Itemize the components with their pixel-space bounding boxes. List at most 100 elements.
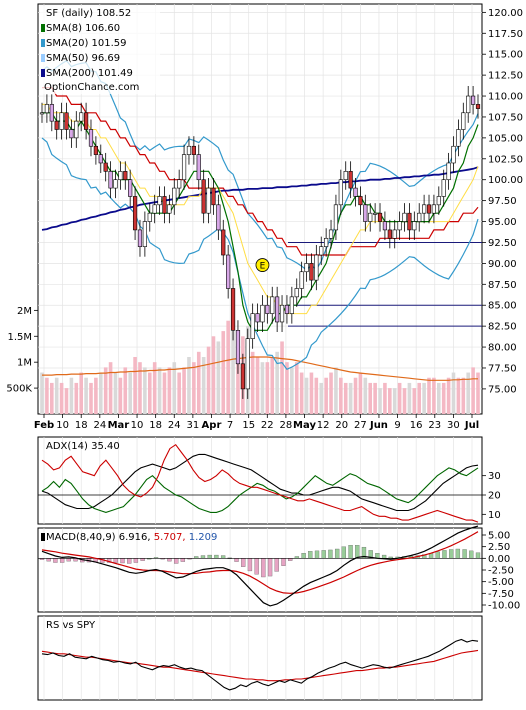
price-candle: [392, 229, 397, 239]
price-tick-label: 85.00: [488, 301, 517, 312]
macd-histogram-bar: [53, 558, 58, 563]
price-candle: [69, 129, 74, 139]
price-candle: [417, 212, 422, 222]
volume-bar: [108, 362, 113, 414]
volume-bar: [123, 367, 128, 414]
rs-panel-frame: [37, 615, 483, 701]
price-candle: [196, 154, 201, 181]
macd-histogram-bar: [475, 552, 481, 559]
legend-swatch: [41, 54, 45, 62]
volume-bar: [456, 377, 461, 414]
volume-bar: [304, 377, 309, 414]
price-tick-label: 115.00: [488, 50, 523, 61]
macd-histogram-bar: [348, 545, 353, 559]
macd-histogram-bar: [140, 558, 145, 561]
price-tick-label: 95.00: [488, 217, 517, 228]
volume-bar: [79, 372, 83, 414]
x-tick-label: 10: [131, 420, 144, 431]
x-tick-label: 12: [317, 420, 330, 431]
macd-signal-value: 5.707,: [154, 532, 189, 543]
volume-bar: [94, 377, 98, 414]
macd-histogram-bar: [381, 554, 387, 559]
macd-histogram-bar: [241, 558, 246, 567]
price-candle: [343, 171, 348, 181]
price-candle: [88, 129, 94, 147]
volume-bar: [368, 382, 373, 414]
price-candle: [44, 104, 49, 114]
volume-bar: [152, 362, 157, 414]
x-tick-label: Jul: [464, 420, 479, 431]
x-tick-label: 28: [280, 420, 293, 431]
x-tick-label: 20: [335, 420, 348, 431]
price-candle: [441, 179, 446, 197]
macd-histogram-bar: [341, 546, 346, 559]
macd-histogram-bar: [234, 558, 239, 562]
volume-bar: [187, 357, 191, 414]
price-candle: [387, 229, 392, 239]
x-tick-label: Mar: [108, 420, 130, 431]
legend-swatch: [41, 24, 45, 32]
price-candle: [49, 104, 54, 122]
x-tick-label: 15: [242, 420, 255, 431]
macd-histogram-bar: [180, 558, 186, 562]
x-tick-label: 16: [410, 420, 423, 431]
adx-series-line: [41, 453, 479, 512]
price-candle: [368, 212, 373, 222]
volume-bar: [388, 388, 392, 414]
adx-tick-label: 20: [488, 491, 501, 502]
adx-series-line: [41, 467, 479, 513]
price-candle: [74, 120, 79, 139]
price-candle: [348, 171, 353, 189]
price-candle: [245, 338, 250, 390]
volume-bar: [373, 382, 377, 414]
legend-background: [40, 6, 160, 94]
price-tick-label: 92.50: [488, 238, 517, 249]
rs-series-line: [41, 638, 479, 691]
price-candle: [338, 179, 343, 206]
price-candle: [324, 237, 329, 247]
macd-tick-label: -10.00: [488, 601, 520, 612]
macd-histogram-bar: [288, 558, 293, 561]
macd-histogram-bar: [469, 550, 474, 559]
sma200-line: [41, 166, 479, 231]
volume-bar: [290, 367, 294, 414]
price-candle: [475, 104, 481, 109]
volume-bar: [157, 367, 162, 414]
volume-bar: [451, 372, 456, 414]
volume-bar: [221, 331, 226, 414]
price-candle: [451, 145, 456, 164]
x-tick-label: 10: [56, 420, 69, 431]
price-tick-label: 80.00: [488, 343, 517, 354]
price-candle: [270, 296, 275, 314]
price-candle: [167, 204, 172, 214]
volume-bar: [54, 377, 59, 414]
price-candle: [157, 196, 162, 206]
volume-bar: [59, 382, 64, 414]
earnings-marker-label: E: [260, 262, 266, 272]
price-candle: [446, 162, 451, 181]
volume-bar: [299, 372, 304, 414]
price-candle: [353, 187, 358, 197]
volume-bar: [64, 388, 69, 414]
volume-tick-label: 2M: [17, 306, 32, 317]
price-candle: [177, 179, 182, 189]
macd-histogram-bar: [321, 550, 326, 559]
volume-bar: [226, 320, 230, 414]
macd-tick-label: -7.50: [488, 589, 514, 600]
volume-bar: [329, 372, 333, 414]
volume-bar: [89, 382, 93, 414]
macd-tick-label: 2.50: [488, 542, 510, 553]
macd-tick-label: 0.00: [488, 554, 510, 565]
x-tick-label: 24: [168, 420, 181, 431]
price-candle: [382, 221, 388, 231]
price-candle: [373, 212, 378, 215]
earnings-marker-circle: [255, 258, 270, 272]
legend-label: SMA(8) 106.60: [46, 23, 120, 34]
volume-bar: [260, 362, 265, 414]
price-tick-label: 105.00: [488, 133, 523, 144]
volume-bar: [69, 377, 74, 414]
volume-bar: [138, 362, 142, 414]
volume-bar: [133, 357, 137, 414]
price-candle: [235, 330, 241, 365]
volume-bar: [348, 382, 353, 414]
